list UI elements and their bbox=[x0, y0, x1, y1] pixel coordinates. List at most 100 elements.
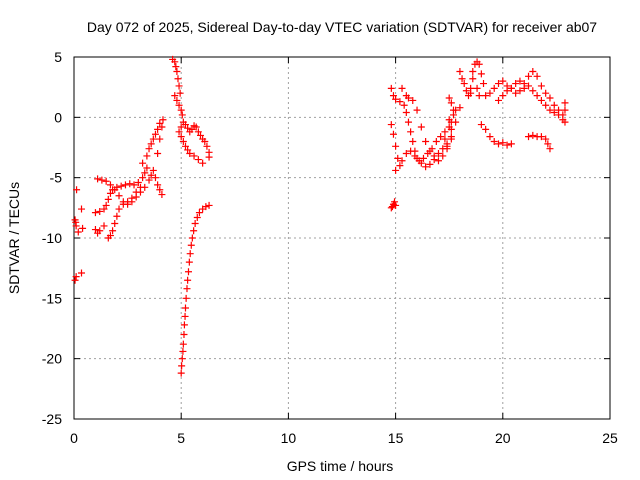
data-point bbox=[72, 273, 80, 281]
data-point bbox=[398, 157, 406, 165]
data-point bbox=[109, 227, 117, 235]
data-point bbox=[398, 84, 406, 92]
data-point bbox=[520, 84, 528, 92]
data-point bbox=[411, 147, 419, 155]
data-point bbox=[392, 95, 400, 103]
data-point bbox=[495, 80, 503, 88]
data-point bbox=[177, 106, 185, 114]
data-point bbox=[525, 72, 533, 80]
data-point bbox=[432, 137, 440, 145]
data-point bbox=[185, 258, 193, 266]
data-point bbox=[177, 133, 185, 141]
data-point bbox=[480, 80, 488, 88]
data-point bbox=[203, 142, 211, 150]
data-point bbox=[173, 67, 181, 75]
series-arc-3 bbox=[94, 116, 167, 208]
data-point bbox=[537, 82, 545, 90]
data-point bbox=[175, 82, 183, 90]
data-point bbox=[154, 150, 162, 158]
series-evening-low bbox=[387, 198, 400, 212]
data-point bbox=[394, 154, 402, 162]
data-point bbox=[96, 227, 104, 235]
data-point bbox=[516, 87, 524, 95]
data-point bbox=[422, 163, 430, 171]
data-point bbox=[126, 180, 134, 188]
data-point bbox=[458, 75, 466, 83]
data-point bbox=[512, 89, 520, 97]
data-point bbox=[91, 226, 99, 234]
data-point bbox=[106, 232, 114, 240]
data-point bbox=[507, 84, 515, 92]
series-night-peak bbox=[456, 58, 488, 100]
data-point bbox=[417, 159, 425, 167]
data-point bbox=[482, 92, 490, 100]
chart-title: Day 072 of 2025, Sidereal Day-to-day VTE… bbox=[87, 19, 597, 35]
data-point bbox=[141, 183, 149, 191]
data-point bbox=[190, 227, 198, 235]
series-night-low bbox=[477, 121, 554, 153]
x-tick-label: 20 bbox=[495, 430, 511, 446]
x-tick-label: 0 bbox=[70, 430, 78, 446]
data-point bbox=[111, 220, 119, 228]
data-point bbox=[178, 362, 186, 370]
series-evening-arc-c bbox=[398, 84, 464, 165]
data-point bbox=[475, 60, 483, 68]
data-point bbox=[422, 137, 430, 145]
series-peak-descent bbox=[169, 55, 207, 167]
x-tick-label: 5 bbox=[177, 430, 185, 446]
data-point bbox=[151, 130, 159, 138]
data-point bbox=[396, 98, 404, 106]
data-point bbox=[533, 72, 541, 80]
data-point bbox=[115, 192, 123, 200]
data-point bbox=[392, 142, 400, 150]
data-point bbox=[195, 209, 203, 217]
data-point bbox=[555, 111, 563, 119]
data-point bbox=[537, 133, 545, 141]
data-point bbox=[486, 89, 494, 97]
data-point bbox=[434, 157, 442, 165]
y-tick-label: -10 bbox=[42, 230, 62, 246]
data-point bbox=[156, 119, 164, 127]
data-point bbox=[145, 176, 153, 184]
x-tick-label: 10 bbox=[281, 430, 297, 446]
data-point bbox=[178, 355, 186, 363]
data-point bbox=[490, 84, 498, 92]
data-point bbox=[174, 75, 182, 83]
data-point bbox=[507, 140, 515, 148]
data-point bbox=[188, 125, 196, 133]
data-point bbox=[190, 152, 198, 160]
data-point bbox=[503, 87, 511, 95]
data-point bbox=[495, 96, 503, 104]
data-point bbox=[525, 82, 533, 90]
data-point bbox=[202, 203, 210, 211]
data-point bbox=[529, 67, 537, 75]
data-point bbox=[546, 145, 554, 153]
data-point bbox=[175, 101, 183, 109]
data-point bbox=[516, 77, 524, 85]
data-point bbox=[176, 89, 184, 97]
data-point bbox=[396, 162, 404, 170]
data-point bbox=[389, 130, 397, 138]
series-deep-drop bbox=[177, 201, 213, 377]
data-point bbox=[104, 195, 112, 203]
data-point bbox=[537, 96, 545, 104]
data-point bbox=[181, 304, 189, 312]
y-tick-label: -20 bbox=[42, 351, 62, 367]
data-point bbox=[447, 125, 455, 133]
data-point bbox=[413, 106, 421, 114]
data-point bbox=[460, 80, 468, 88]
data-point bbox=[78, 269, 86, 277]
data-point bbox=[100, 205, 108, 213]
data-point bbox=[529, 87, 537, 95]
data-point bbox=[156, 186, 164, 194]
data-point bbox=[503, 141, 511, 149]
data-point bbox=[181, 121, 189, 129]
data-point bbox=[149, 166, 157, 174]
data-point bbox=[402, 109, 410, 117]
data-point bbox=[490, 137, 498, 145]
data-point bbox=[542, 135, 550, 143]
data-point bbox=[426, 147, 434, 155]
data-point bbox=[102, 201, 110, 209]
